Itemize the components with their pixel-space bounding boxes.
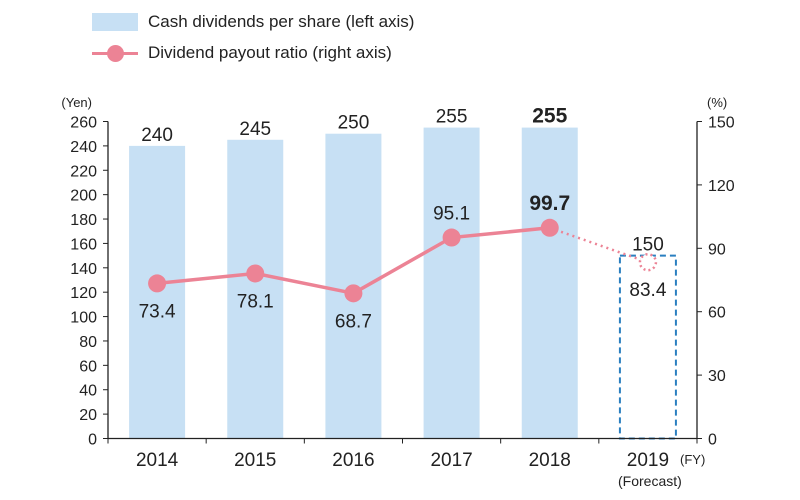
legend-line-marker — [107, 44, 124, 62]
y-right-tick-label: 0 — [708, 432, 717, 449]
y-left-axis-unit: (Yen) — [61, 95, 92, 110]
payout-value-label-2014: 73.4 — [139, 301, 176, 322]
y-right-axis-unit: (%) — [707, 95, 727, 110]
x-tick-label-2014: 2014 — [136, 450, 179, 471]
y-left-tick-label: 140 — [70, 261, 97, 278]
bar-value-label-2018: 255 — [532, 105, 567, 128]
payout-point-2017 — [442, 228, 461, 247]
line-layer — [148, 218, 658, 303]
payout-value-label-2017: 95.1 — [433, 204, 470, 225]
payout-point-2014 — [148, 274, 167, 293]
y-left-tick-label: 100 — [70, 310, 97, 327]
y-left-tick-label: 240 — [70, 139, 97, 156]
x-tick-label-2017: 2017 — [430, 450, 472, 471]
y-right-tick-label: 30 — [708, 368, 726, 385]
y-left-tick-label: 260 — [70, 115, 97, 132]
y-left-tick-label: 60 — [79, 358, 97, 375]
bar-2018 — [521, 127, 578, 439]
legend-item-dividends: Cash dividends per share (left axis) — [92, 6, 414, 37]
axes-layer: 0 20 40 60 80 100 120 140 160 180 200 220 240 260 0 30 6… — [61, 95, 734, 489]
bar-value-label-2014: 240 — [141, 125, 173, 146]
y-right-tick-label: 60 — [708, 305, 726, 322]
y-left-tick-label: 40 — [79, 383, 97, 400]
legend-bar-swatch — [92, 12, 138, 31]
labels-layer: 240 245 250 255 255 150 73.4 78.1 68.7 95.1 99.7 83… — [139, 105, 667, 333]
bars-layer — [129, 127, 677, 440]
payout-point-2018 — [540, 218, 559, 237]
x-tick-label-2018: 2018 — [529, 450, 571, 471]
y-left-tick-label: 200 — [70, 188, 97, 205]
payout-point-2015 — [246, 264, 265, 283]
bar-2017 — [423, 127, 480, 439]
payout-point-2016 — [344, 284, 363, 303]
y-left-tick-label: 220 — [70, 163, 97, 180]
legend-label-payout: Dividend payout ratio (right axis) — [148, 42, 392, 62]
y-right-tick-label: 90 — [708, 241, 726, 258]
legend-line-swatch — [92, 44, 138, 62]
y-right-tick-label: 120 — [708, 178, 735, 195]
y-left-tick-label: 20 — [79, 407, 97, 424]
x-tick-label-2016: 2016 — [332, 450, 374, 471]
y-left-tick-label: 0 — [88, 432, 97, 449]
payout-point-2019 — [638, 252, 658, 272]
payout-value-label-2018: 99.7 — [529, 192, 570, 215]
payout-value-label-2019: 83.4 — [629, 280, 666, 301]
x-tick-label-2019: 2019 — [627, 450, 669, 471]
y-left-tick-label: 160 — [70, 236, 97, 253]
bar-value-label-2017: 255 — [436, 107, 468, 128]
y-left-tick-label: 120 — [70, 285, 97, 302]
y-left-tick-label: 180 — [70, 212, 97, 229]
y-left-tick-label: 80 — [79, 334, 97, 351]
bar-2015 — [227, 139, 284, 439]
legend-item-payout: Dividend payout ratio (right axis) — [92, 37, 414, 68]
x-axis-unit: (FY) — [680, 452, 705, 467]
bar-value-label-2019: 150 — [632, 235, 664, 256]
payout-value-label-2015: 78.1 — [237, 291, 274, 312]
bar-value-label-2015: 245 — [239, 119, 271, 140]
bar-value-label-2016: 250 — [338, 113, 370, 134]
forecast-note: (Forecast) — [618, 473, 682, 489]
x-tick-label-2015: 2015 — [234, 450, 276, 471]
legend-label-dividends: Cash dividends per share (left axis) — [148, 11, 415, 31]
chart-legend: Cash dividends per share (left axis) Div… — [92, 6, 414, 68]
payout-value-label-2016: 68.7 — [335, 311, 372, 332]
y-right-tick-label: 150 — [708, 115, 735, 132]
